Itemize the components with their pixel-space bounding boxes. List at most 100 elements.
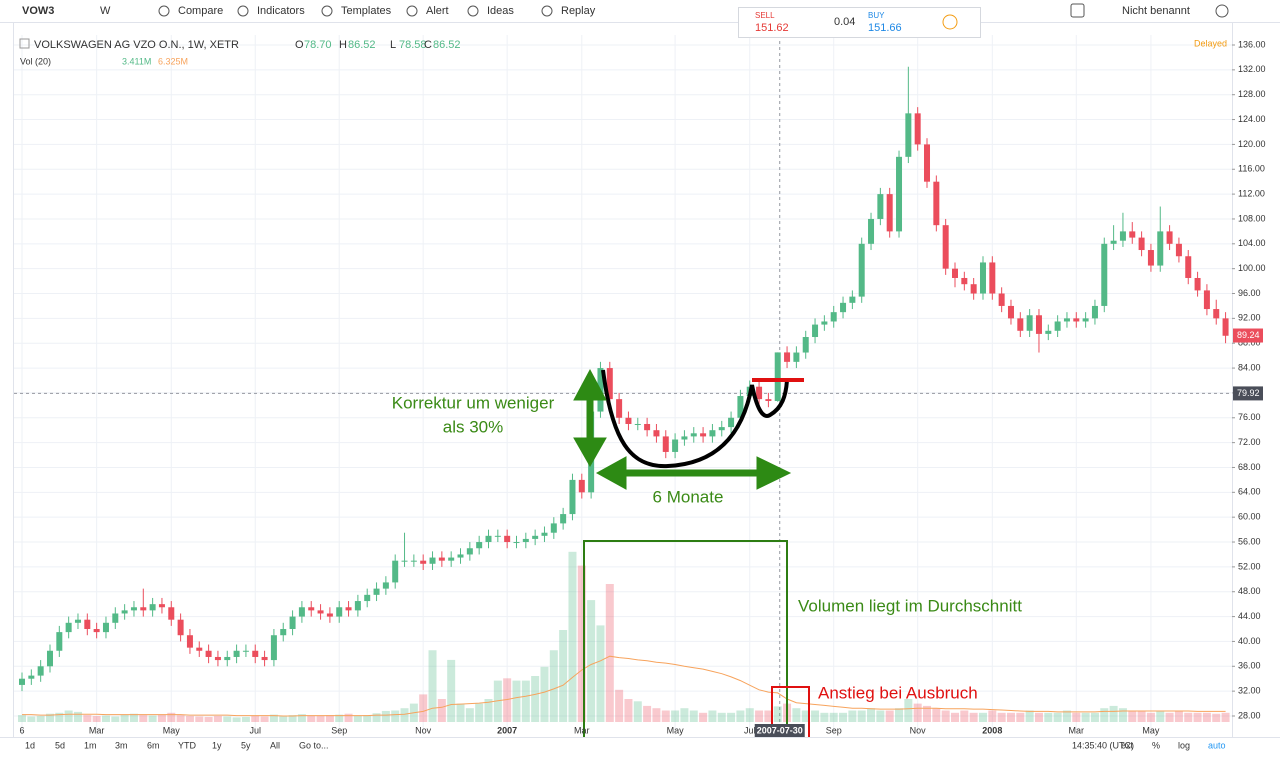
volume-ma-line [22, 655, 1226, 717]
candle-body [214, 656, 221, 661]
volume-bar [671, 710, 680, 722]
volume-bar [652, 708, 661, 722]
range-button[interactable]: 5y [241, 740, 251, 750]
range-button[interactable]: 6m [147, 740, 160, 750]
checkbox[interactable] [1070, 3, 1085, 18]
sell-label[interactable]: SELL [755, 11, 775, 20]
volume-bar [559, 630, 568, 722]
volume-bar [36, 716, 45, 722]
scale-option[interactable]: log [1178, 740, 1190, 750]
volume-bar [45, 713, 54, 722]
info-icon[interactable] [942, 14, 958, 30]
y-tick-label: 88.00 [1238, 338, 1261, 348]
candle-body [979, 262, 986, 294]
interval[interactable]: W [100, 5, 111, 17]
toolbar-button[interactable]: Templates [341, 5, 392, 17]
volume-bar [223, 716, 232, 722]
volume-bar [615, 689, 624, 722]
range-button[interactable]: 5d [55, 740, 65, 750]
y-tick-label: 64.00 [1238, 487, 1261, 497]
volume-bar [624, 699, 633, 722]
buy-label[interactable]: BUY [868, 11, 885, 20]
candle-body [690, 433, 697, 437]
ohlc-value: 78.58 [399, 39, 427, 51]
candle-body [158, 604, 165, 608]
volume-bar [18, 715, 26, 722]
ohlc-value: 78.70 [304, 39, 332, 51]
sell-price[interactable]: 151.62 [755, 22, 789, 34]
toolbar-button[interactable]: Alert [426, 5, 449, 17]
candle-body [326, 613, 333, 617]
ohlc-legend: O 78.70 H 86.52 L 78.58C 86.52 [295, 39, 461, 51]
scale-option[interactable]: ext [1121, 740, 1134, 750]
volume-bar [456, 703, 465, 722]
button-icon [237, 5, 249, 17]
volume-bar [484, 699, 493, 722]
volume-bar [1146, 712, 1155, 722]
volume-bar [969, 712, 978, 722]
candle-body [121, 610, 128, 614]
volume-bar [1165, 712, 1174, 722]
x-tick-label: Mar [1069, 725, 1085, 735]
volume-bar [605, 584, 614, 722]
volume-bar [353, 715, 362, 722]
layout-name[interactable]: Nicht benannt [1122, 5, 1190, 17]
volume-bar [363, 715, 372, 722]
candle-body [130, 607, 137, 611]
scale-option[interactable]: auto [1208, 740, 1226, 750]
range-button[interactable]: 3m [115, 740, 128, 750]
toolbar-button[interactable]: Ideas [487, 5, 514, 17]
instrument: VOLKSWAGEN AG VZO O.N., 1W, XETR [34, 39, 239, 51]
scale-option[interactable]: % [1152, 740, 1160, 750]
volume-bar [1156, 710, 1165, 722]
x-tick-label: Jul [744, 725, 756, 735]
candle-body [998, 293, 1005, 306]
candle-body [718, 427, 725, 431]
y-tick-label: 84.00 [1238, 362, 1261, 372]
range-button[interactable]: 1d [25, 740, 35, 750]
candle-body [308, 607, 315, 611]
range-button[interactable]: All [270, 740, 280, 750]
symbol[interactable]: VOW3 [22, 5, 54, 17]
volume-bar [773, 706, 782, 722]
y-tick-label: 44.00 [1238, 611, 1261, 621]
settings-icon[interactable] [1215, 4, 1229, 18]
candle-body [1213, 309, 1220, 319]
annotation: Korrektur um weniger [392, 393, 555, 412]
volume-bar [1100, 708, 1109, 722]
toolbar-button[interactable]: Compare [178, 5, 223, 17]
candle-body [140, 607, 147, 611]
candle-body [438, 557, 445, 561]
candle-body [961, 277, 968, 285]
bottom-bar [0, 737, 1280, 760]
candle-body [84, 619, 91, 630]
volume-bar [391, 710, 400, 722]
candle-body [709, 430, 716, 437]
candle-body [1101, 243, 1108, 306]
trade-box [738, 7, 981, 38]
range-button[interactable]: Go to... [299, 740, 329, 750]
volume-bar [867, 708, 876, 722]
buy-price[interactable]: 151.66 [868, 22, 902, 34]
x-tick-label: Sep [331, 725, 347, 735]
volume-bar [101, 715, 110, 722]
volume-bar [176, 715, 185, 722]
y-tick-label: 40.00 [1238, 636, 1261, 646]
candle-body [196, 647, 203, 651]
candle-body [1063, 318, 1070, 322]
range-button[interactable]: 1m [84, 740, 97, 750]
toolbar-button[interactable]: Replay [561, 5, 596, 17]
candle-body [354, 601, 361, 611]
candle-body [662, 436, 669, 452]
range-button[interactable]: 1y [212, 740, 222, 750]
volume-bar [913, 703, 922, 722]
toolbar-button[interactable]: Indicators [257, 5, 305, 17]
cup-handle-curve [601, 369, 789, 469]
candle-body [373, 588, 380, 595]
candle-body [457, 554, 464, 558]
volume-bar [531, 676, 540, 722]
volume-bar [661, 710, 670, 722]
y-tick-label: 136.00 [1238, 39, 1266, 49]
crosshair-date-label: 2007-07-30 [757, 725, 803, 735]
range-button[interactable]: YTD [178, 740, 197, 750]
